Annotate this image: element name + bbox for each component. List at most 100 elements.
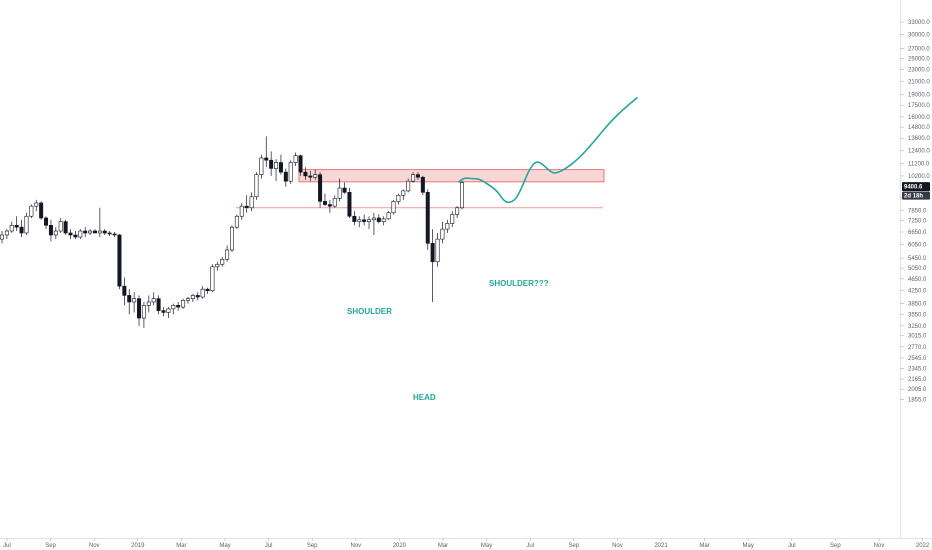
bull-candle-body bbox=[234, 215, 239, 228]
projection-path bbox=[458, 97, 638, 204]
bear-candle-body bbox=[420, 176, 425, 193]
pattern-annotation: SHOULDER bbox=[347, 307, 392, 316]
time-tick-label: Sep bbox=[45, 543, 56, 549]
bear-candle-body bbox=[318, 174, 323, 202]
bull-candle-body bbox=[274, 162, 279, 169]
bear-candle-body bbox=[19, 226, 24, 234]
price-tick-label: 2770.0 bbox=[908, 345, 927, 351]
bear-candle-body bbox=[264, 157, 269, 161]
bull-candle-body bbox=[411, 174, 416, 182]
projection-layer bbox=[458, 97, 638, 204]
bear-candle-body bbox=[176, 305, 181, 308]
bear-candle-body bbox=[362, 219, 367, 222]
price-tick-label: 2345.0 bbox=[908, 367, 927, 373]
bull-candle-body bbox=[225, 249, 230, 260]
price-tick-label: 2545.0 bbox=[908, 356, 927, 362]
price-tick-label: 4250.0 bbox=[908, 289, 927, 295]
time-tick-label: Mar bbox=[438, 543, 448, 549]
time-tick-label: Sep bbox=[830, 543, 841, 549]
plot-area bbox=[0, 0, 900, 538]
price-tick-label: 6650.0 bbox=[908, 230, 927, 236]
bull-candle-body bbox=[406, 180, 411, 192]
bull-candle-body bbox=[132, 298, 137, 303]
bear-candle-body bbox=[195, 295, 200, 298]
bear-candle-body bbox=[327, 204, 332, 207]
time-tick-label: Jul bbox=[788, 543, 796, 549]
bull-candle-body bbox=[230, 226, 235, 251]
bear-candle-body bbox=[430, 243, 435, 263]
bull-candle-body bbox=[249, 196, 254, 209]
annotations-layer: SHOULDER HEAD SHOULDER??? bbox=[347, 279, 549, 402]
price-tick-label: 7250.0 bbox=[908, 219, 927, 225]
price-tick-label: 5050.0 bbox=[908, 266, 927, 272]
bull-candle-body bbox=[53, 230, 58, 236]
bull-candle-body bbox=[4, 230, 9, 236]
bull-candle-body bbox=[293, 155, 298, 163]
price-tick-label: 33000.0 bbox=[908, 20, 930, 26]
bear-candle-body bbox=[112, 233, 117, 236]
price-tick-label: 25000.0 bbox=[908, 56, 930, 62]
price-axis[interactable]: 33000.0 30000.0 27000.0 25000.0 23000.0 21000… bbox=[900, 20, 930, 403]
bull-candle-body bbox=[450, 214, 455, 224]
bull-candle-body bbox=[435, 238, 440, 263]
price-tick-label: 2165.0 bbox=[908, 377, 927, 383]
bear-candle-body bbox=[303, 171, 308, 177]
price-tick-label: 10200.0 bbox=[908, 174, 930, 180]
price-tick-label: 2005.0 bbox=[908, 387, 927, 393]
price-tick-label: 13600.0 bbox=[908, 136, 930, 142]
bull-candle-body bbox=[29, 205, 34, 217]
price-tick-label: 11200.0 bbox=[908, 162, 930, 168]
bull-candle-body bbox=[391, 201, 396, 214]
time-tick-label: May bbox=[219, 543, 230, 549]
price-tick-label: 21000.0 bbox=[908, 79, 930, 85]
bull-candle-body bbox=[190, 295, 195, 299]
bull-candle-body bbox=[0, 234, 5, 240]
price-tick-label: 1855.0 bbox=[908, 397, 927, 403]
price-tick-label: 4650.0 bbox=[908, 277, 927, 283]
bull-candle-body bbox=[9, 224, 14, 232]
price-tick-label: 3015.0 bbox=[908, 334, 927, 340]
bear-candle-body bbox=[92, 230, 97, 234]
bull-candle-body bbox=[97, 230, 102, 234]
time-tick-label: 2019 bbox=[131, 543, 145, 549]
bear-candle-body bbox=[205, 288, 210, 292]
price-tick-label: 7850.0 bbox=[908, 208, 927, 214]
bull-candle-body bbox=[141, 305, 146, 319]
price-tick-label: 27000.0 bbox=[908, 46, 930, 52]
price-tick-label: 12400.0 bbox=[908, 148, 930, 154]
price-tick-label: 5450.0 bbox=[908, 256, 927, 262]
bear-candle-body bbox=[137, 298, 142, 319]
time-tick-label: Nov bbox=[612, 543, 623, 549]
bear-candle-body bbox=[14, 224, 19, 228]
bull-candle-body bbox=[146, 301, 151, 306]
bull-candle-body bbox=[445, 223, 450, 230]
bull-candle-body bbox=[381, 218, 386, 222]
bear-candle-body bbox=[102, 230, 107, 234]
bear-candle-body bbox=[342, 187, 347, 193]
bear-candle-body bbox=[269, 159, 274, 169]
bear-candle-body bbox=[122, 285, 127, 296]
bull-candle-body bbox=[200, 288, 205, 298]
bear-candle-body bbox=[117, 234, 122, 287]
bear-candle-body bbox=[352, 215, 357, 222]
bull-candle-body bbox=[239, 205, 244, 217]
countdown-badge bbox=[902, 191, 930, 200]
bull-candle-body bbox=[220, 259, 225, 265]
time-tick-label: May bbox=[743, 543, 754, 549]
bear-candle-body bbox=[83, 230, 88, 234]
time-tick-label: Nov bbox=[874, 543, 885, 549]
bull-candle-body bbox=[151, 298, 156, 303]
bear-candle-body bbox=[44, 217, 49, 226]
current-price-badge bbox=[902, 182, 930, 192]
bull-candle-body bbox=[332, 197, 337, 207]
time-tick-label: Nov bbox=[89, 543, 100, 549]
time-axis[interactable]: Jul Sep Nov 2019 Mar May Jul Sep Nov 2020 Mar May Ju… bbox=[3, 538, 930, 549]
price-tick-label: 6050.0 bbox=[908, 242, 927, 248]
bull-candle-body bbox=[367, 219, 372, 222]
bear-candle-body bbox=[68, 232, 73, 236]
time-tick-label: Sep bbox=[307, 543, 318, 549]
bull-candle-body bbox=[259, 157, 264, 175]
bear-candle-body bbox=[415, 174, 420, 178]
